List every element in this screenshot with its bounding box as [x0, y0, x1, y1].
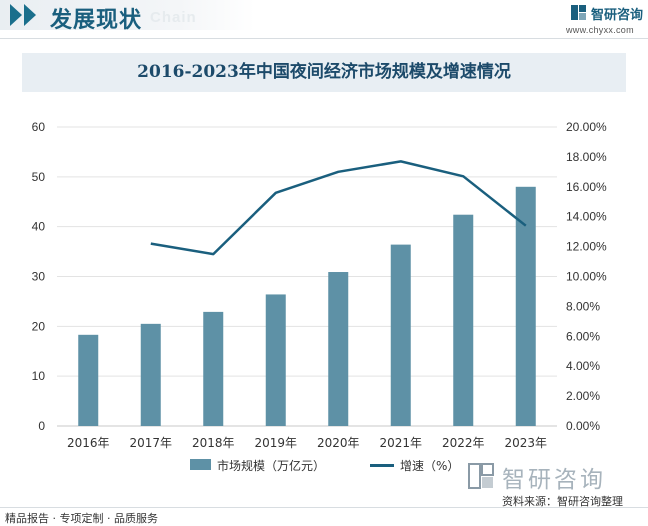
- line-series: [150, 160, 527, 256]
- x-tick-label: 2019年: [254, 436, 297, 450]
- growth-line: [150, 160, 527, 256]
- y-right-tick-label: 20.00%: [566, 120, 607, 134]
- bar: [140, 323, 161, 426]
- bar: [390, 244, 411, 426]
- bar: [265, 294, 286, 426]
- chart-title-box: 2016-2023年中国夜间经济市场规模及增速情况: [22, 53, 626, 92]
- y-right-tick-label: 10.00%: [566, 270, 607, 284]
- bar: [328, 272, 349, 426]
- watermark-logo-icon: [468, 463, 494, 489]
- logo-name: 智研咨询: [591, 8, 644, 23]
- y-left-tick-label: 30: [32, 270, 46, 284]
- y-left-tick-label: 60: [32, 120, 46, 134]
- bar: [203, 311, 224, 426]
- y-right-tick-label: 6.00%: [566, 329, 600, 343]
- y-left-tick-label: 20: [32, 319, 46, 333]
- y-right-tick-label: 14.00%: [566, 210, 607, 224]
- x-tick-label: 2020年: [317, 436, 360, 450]
- y-right-tick-label: 12.00%: [566, 240, 607, 254]
- logo-url: www.chyxx.com: [566, 25, 634, 35]
- x-tick-label: 2023年: [504, 436, 547, 450]
- legend-label: 增速（%）: [400, 459, 460, 473]
- legend-swatch-bar: [190, 459, 211, 470]
- y-left-tick-label: 50: [32, 170, 46, 184]
- bar: [515, 186, 536, 426]
- x-axis: 2016年 2017年 2018年 2019年 2020年 2021年 2022年 2023年: [67, 436, 547, 450]
- footer-slogan: 精品报告 · 专项定制 · 品质服务: [5, 512, 158, 525]
- bar: [78, 334, 99, 426]
- section-title: 发展现状: [50, 8, 143, 33]
- chevron-icon: [24, 4, 36, 26]
- chart-title: 2016-2023年中国夜间经济市场规模及增速情况: [137, 62, 511, 82]
- right-axis: 0.00% 2.00% 4.00% 6.00% 8.00% 10.00% 12.00% 14.…: [566, 120, 607, 433]
- header-divider: [0, 38, 648, 39]
- logo-icon: [571, 5, 586, 20]
- section-subtitle: Chain: [150, 9, 197, 26]
- x-tick-label: 2021年: [379, 436, 422, 450]
- y-right-tick-label: 16.00%: [566, 180, 607, 194]
- y-right-tick-label: 18.00%: [566, 150, 607, 164]
- x-tick-label: 2017年: [129, 436, 172, 450]
- x-tick-label: 2016年: [67, 436, 110, 450]
- grid-lines: [57, 126, 557, 427]
- legend-item-bar: 市场规模（万亿元）: [190, 456, 350, 474]
- watermark-text: 智研咨询: [502, 467, 606, 493]
- legend-label: 市场规模（万亿元）: [217, 459, 326, 473]
- y-right-tick-label: 4.00%: [566, 359, 600, 373]
- legend-swatch-line: [370, 464, 394, 467]
- y-right-tick-label: 0.00%: [566, 419, 600, 433]
- legend-item-line: 增速（%）: [370, 456, 470, 474]
- section-header: 发展现状 Chain 智研咨询 www.chyxx.com: [0, 0, 648, 35]
- y-left-tick-label: 40: [32, 220, 46, 234]
- header-band: [0, 0, 255, 30]
- x-tick-label: 2018年: [192, 436, 235, 450]
- y-left-tick-label: 0: [38, 419, 45, 433]
- bar-series: [78, 186, 536, 426]
- footer-divider: [0, 507, 648, 508]
- x-tick-label: 2022年: [442, 436, 485, 450]
- y-left-tick-label: 10: [32, 369, 46, 383]
- left-axis: 0 10 20 30 40 50 60: [32, 120, 46, 433]
- y-right-tick-label: 2.00%: [566, 389, 600, 403]
- bar: [453, 214, 474, 426]
- y-right-tick-label: 8.00%: [566, 299, 600, 313]
- source-note: 资料来源：智研咨询整理: [502, 495, 623, 508]
- chevron-icon: [10, 4, 22, 26]
